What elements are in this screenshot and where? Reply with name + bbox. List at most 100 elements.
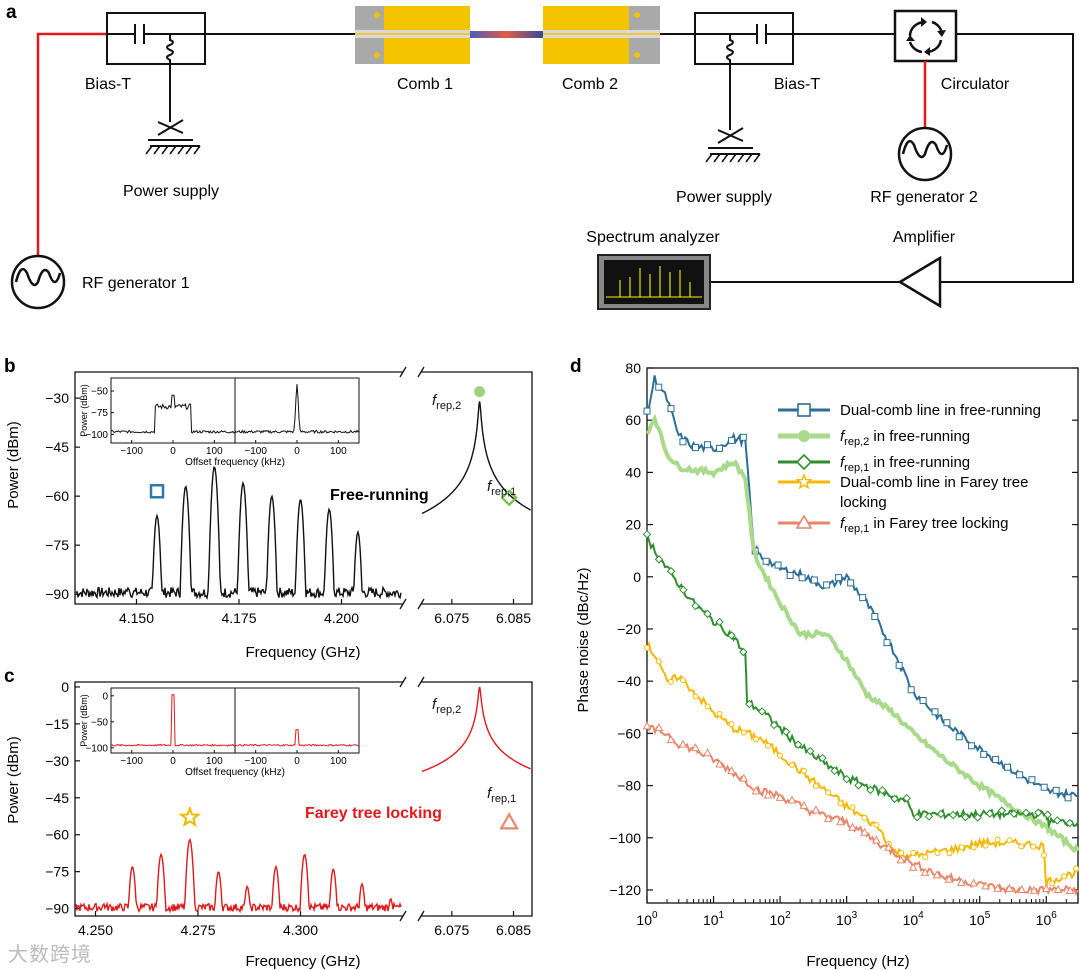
x-tick-label: 6.075: [434, 610, 469, 626]
legend-marker: [795, 453, 813, 471]
panel-d-series: [642, 375, 1080, 896]
series-marker: [667, 405, 675, 413]
axis-break: [399, 676, 407, 688]
series-marker: [970, 844, 977, 851]
series-marker: [1064, 794, 1072, 802]
y-tick-label: −20: [617, 621, 641, 637]
series-marker: [902, 793, 911, 803]
series-marker: [818, 753, 827, 763]
series-marker: [961, 812, 970, 822]
series-marker: [787, 795, 797, 804]
series-marker: [728, 721, 735, 728]
panel-c-ylabel: Power (dBm): [5, 736, 22, 824]
amplifier-icon: [897, 255, 942, 309]
legend-marker: [797, 403, 811, 417]
series-marker: [728, 436, 736, 444]
label-comb2: Comb 2: [562, 76, 618, 93]
inset-x-tick-label: 100: [330, 756, 347, 767]
legend-marker: [795, 473, 813, 490]
series-marker: [896, 855, 906, 864]
x-tick-label: 6.075: [434, 922, 469, 938]
series-marker: [692, 444, 700, 452]
series-marker: [835, 574, 843, 582]
inset-x-tick-label: 0: [170, 756, 176, 767]
series-marker: [644, 644, 650, 651]
y-tick-label: 40: [625, 464, 641, 480]
label-power-supply-right: Power supply: [676, 189, 772, 206]
panel-b-markers: frep,2 frep,1: [149, 386, 518, 507]
panel-a-letter: a: [6, 2, 17, 23]
x-tick-label: 101: [703, 910, 725, 928]
x-tick-label: 105: [969, 910, 991, 928]
bias-t-left: [106, 12, 206, 122]
axis-frame-right: [421, 371, 533, 605]
series-marker: [751, 786, 761, 795]
spectrum-trace-left: [75, 837, 402, 914]
panel-b-chart: b Power (dBm) Frequency (GHz) −30−45−60−…: [4, 356, 533, 661]
legend-marker: [795, 514, 813, 529]
series-marker: [859, 594, 867, 602]
series-marker: [703, 748, 712, 757]
series-marker: [655, 658, 662, 665]
series-marker: [907, 686, 915, 694]
series-marker: [1043, 810, 1052, 819]
series-marker: [985, 809, 994, 818]
label-circulator: Circulator: [941, 76, 1010, 93]
series-marker: [667, 678, 674, 685]
series-marker: [1065, 885, 1075, 894]
series-marker: [958, 844, 965, 851]
series-marker: [836, 817, 845, 826]
series-marker: [1003, 763, 1011, 771]
label-power-supply-left: Power supply: [123, 183, 219, 200]
series-marker: [825, 789, 832, 796]
y-tick-label: −60: [617, 725, 641, 741]
panel-a-schematic: a: [6, 2, 1074, 310]
x-tick-label: 4.275: [180, 922, 215, 938]
series-marker: [924, 812, 934, 821]
spectrum-trace-left: [75, 466, 402, 600]
series-marker: [912, 813, 922, 822]
inset-y-tick-label: −50: [91, 387, 108, 398]
watermark: 大数跨境: [8, 942, 92, 966]
series-marker: [956, 877, 966, 886]
series-marker: [703, 609, 712, 619]
y-tick-label: 20: [625, 517, 641, 533]
series-marker: [812, 783, 819, 790]
inset-x-tick-label: 100: [330, 446, 347, 457]
y-tick-label: −80: [617, 778, 641, 794]
inset-y-tick-label: −75: [91, 408, 108, 419]
legend-label: frep,1 in Farey tree locking: [840, 515, 1008, 535]
series-marker: [678, 739, 688, 748]
panel-c-chart: c Power (dBm) Frequency (GHz) 0 −15 −30 −45…: [4, 666, 533, 970]
series-marker: [1049, 880, 1056, 887]
panel-b-annotation: Free-running: [330, 487, 429, 504]
series-marker: [691, 743, 700, 752]
power-supply-left: [145, 119, 201, 155]
series-marker: [781, 727, 791, 736]
series-marker: [775, 792, 785, 801]
x-tick-label: 6.085: [496, 610, 531, 626]
series-marker: [1033, 808, 1043, 817]
series-marker: [643, 407, 651, 415]
series-marker: [1030, 843, 1037, 850]
bias-t-right: [694, 12, 794, 130]
x-tick-label: 4.300: [283, 922, 318, 938]
y-tick-label: 0: [61, 679, 69, 695]
marker-diamond: [500, 489, 518, 507]
inset-x-tick-label: −100: [120, 446, 143, 457]
inset-trace: [110, 394, 236, 435]
y-tick-label: −30: [45, 753, 69, 769]
series-marker: [654, 723, 664, 732]
series-marker: [765, 742, 772, 749]
series-marker: [811, 805, 821, 814]
series-marker: [849, 804, 856, 811]
series-marker: [1016, 771, 1024, 779]
x-tick-label: 4.175: [221, 610, 256, 626]
series-marker: [752, 736, 759, 743]
series-marker: [946, 850, 953, 857]
series-marker: [806, 746, 815, 756]
series-line-3: [646, 533, 1079, 830]
series-marker: [908, 862, 918, 871]
series-marker: [968, 742, 976, 750]
